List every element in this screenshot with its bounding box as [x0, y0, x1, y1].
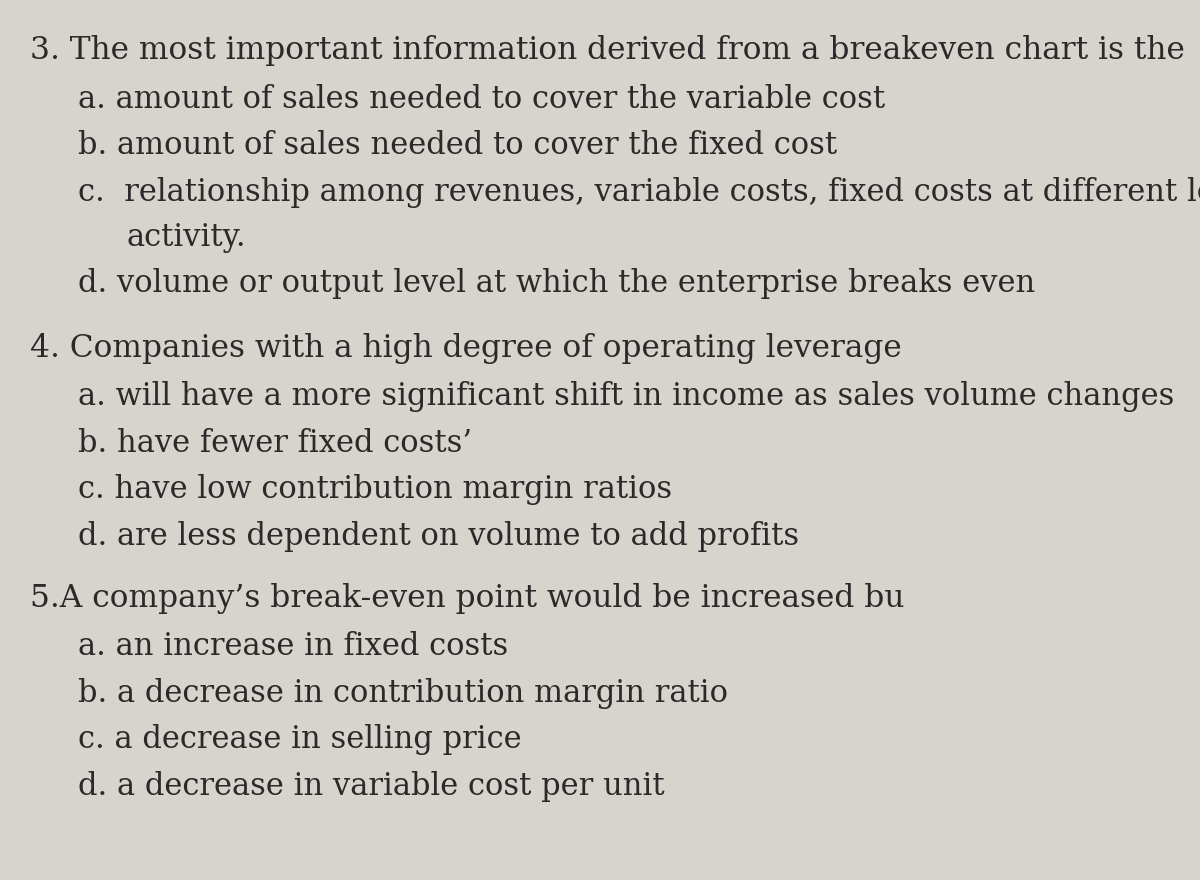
Text: c.  relationship among revenues, variable costs, fixed costs at different levels: c. relationship among revenues, variable… [78, 177, 1200, 208]
Text: activity.: activity. [126, 222, 246, 253]
Text: a. an increase in fixed costs: a. an increase in fixed costs [78, 631, 509, 662]
Text: b. amount of sales needed to cover the fixed cost: b. amount of sales needed to cover the f… [78, 130, 838, 161]
Text: 3. The most important information derived from a breakeven chart is the: 3. The most important information derive… [30, 35, 1184, 66]
Text: c. have low contribution margin ratios: c. have low contribution margin ratios [78, 474, 672, 505]
Text: 5.A company’s break-even point would be increased bu: 5.A company’s break-even point would be … [30, 583, 905, 613]
Text: a. will have a more significant shift in income as sales volume changes: a. will have a more significant shift in… [78, 381, 1175, 412]
Text: d. are less dependent on volume to add profits: d. are less dependent on volume to add p… [78, 521, 799, 552]
Text: 4. Companies with a high degree of operating leverage: 4. Companies with a high degree of opera… [30, 333, 901, 363]
Text: c. a decrease in selling price: c. a decrease in selling price [78, 724, 522, 755]
Text: d. volume or output level at which the enterprise breaks even: d. volume or output level at which the e… [78, 268, 1036, 299]
Text: a. amount of sales needed to cover the variable cost: a. amount of sales needed to cover the v… [78, 84, 886, 114]
Text: b. have fewer fixed costs’: b. have fewer fixed costs’ [78, 428, 472, 458]
Text: b. a decrease in contribution margin ratio: b. a decrease in contribution margin rat… [78, 678, 728, 708]
Text: d. a decrease in variable cost per unit: d. a decrease in variable cost per unit [78, 771, 665, 802]
